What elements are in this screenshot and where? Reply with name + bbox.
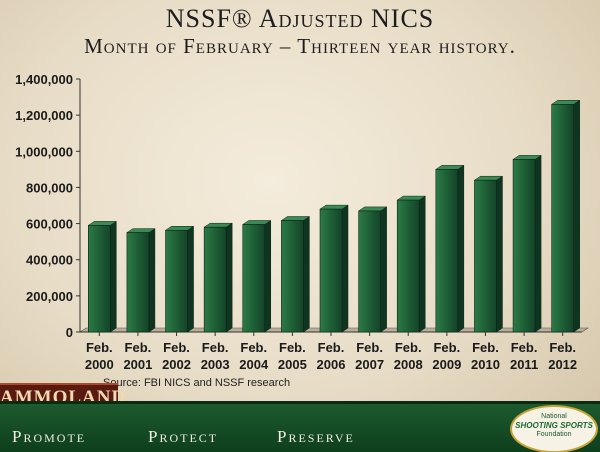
x-tick-label: 2002 [162,357,191,372]
y-tick-label: 400,000 [26,253,73,268]
bar [242,224,266,333]
x-tick-label: 2007 [355,357,384,372]
x-tick-label: Feb. [433,340,460,355]
x-tick-label: 2003 [201,357,230,372]
x-tick-label: Feb. [395,340,422,355]
x-tick-label: 2001 [123,357,152,372]
bar [396,199,420,333]
x-tick-label: Feb. [318,340,345,355]
x-tick-label: 2000 [85,357,114,372]
y-tick-label: 0 [66,325,73,340]
x-tick-label: Feb. [511,340,538,355]
chart-subtitle: Month of February – Thirteen year histor… [84,34,516,58]
nssf-logo-line3: Foundation [536,431,572,438]
x-tick-label: Feb. [240,340,267,355]
nssf-logo-line1: National [541,413,567,420]
bar [203,226,227,333]
bar-side [496,175,503,333]
x-tick-label: 2012 [548,357,577,372]
x-tick-label: 2008 [394,357,423,372]
bar [165,229,188,333]
motto-protect: Protect [148,427,219,446]
y-tick-label: 1,400,000 [15,72,73,87]
bar-side [148,228,156,333]
bar [88,225,111,333]
bar-side [573,99,580,333]
bar [126,232,150,333]
y-tick-label: 1,000,000 [15,144,73,159]
bar-side [418,195,426,333]
bar-side [457,164,465,333]
x-tick-label: Feb. [472,340,499,355]
bar [319,208,343,333]
bar-side [534,154,542,333]
bar-side [264,220,272,333]
motto-promote: Promote [12,427,87,446]
source-note: Source: FBI NICS and NSSF research [103,377,291,389]
x-tick-label: Feb. [125,340,152,355]
bar [551,104,574,333]
nssf-logo-line2: SHOOTING SPORTS [515,421,593,430]
bar [474,179,497,333]
x-tick-label: Feb. [279,340,306,355]
y-tick-label: 800,000 [26,180,73,195]
chart-title: NSSF® Adjusted NICS [165,4,435,33]
motto-preserve: Preserve [277,427,355,446]
bar-side [341,204,349,333]
bar [512,159,536,333]
x-tick-label: 2006 [317,357,346,372]
bar [281,220,304,333]
x-tick-label: Feb. [86,340,113,355]
x-tick-label: Feb. [549,340,576,355]
footer-banner: Promote Protect Preserve [0,401,600,452]
bar-side [225,222,233,333]
bar-side [380,206,387,333]
y-tick-label: 600,000 [26,217,73,232]
x-tick-label: Feb. [356,340,383,355]
bar [358,210,381,333]
x-tick-label: 2011 [510,357,538,372]
x-tick-label: 2009 [432,357,461,372]
x-tick-label: Feb. [163,340,190,355]
x-tick-label: 2004 [239,357,269,372]
bar [435,169,459,333]
y-tick-label: 200,000 [26,289,73,304]
bar-side [110,220,117,333]
bar-side [187,225,194,333]
y-tick-label: 1,200,000 [15,108,73,123]
nssf-logo: National SHOOTING SPORTS Foundation [510,405,598,452]
bar-side [303,216,310,333]
x-tick-label: Feb. [202,340,229,355]
x-tick-label: 2005 [278,357,307,372]
x-tick-label: 2010 [471,357,500,372]
